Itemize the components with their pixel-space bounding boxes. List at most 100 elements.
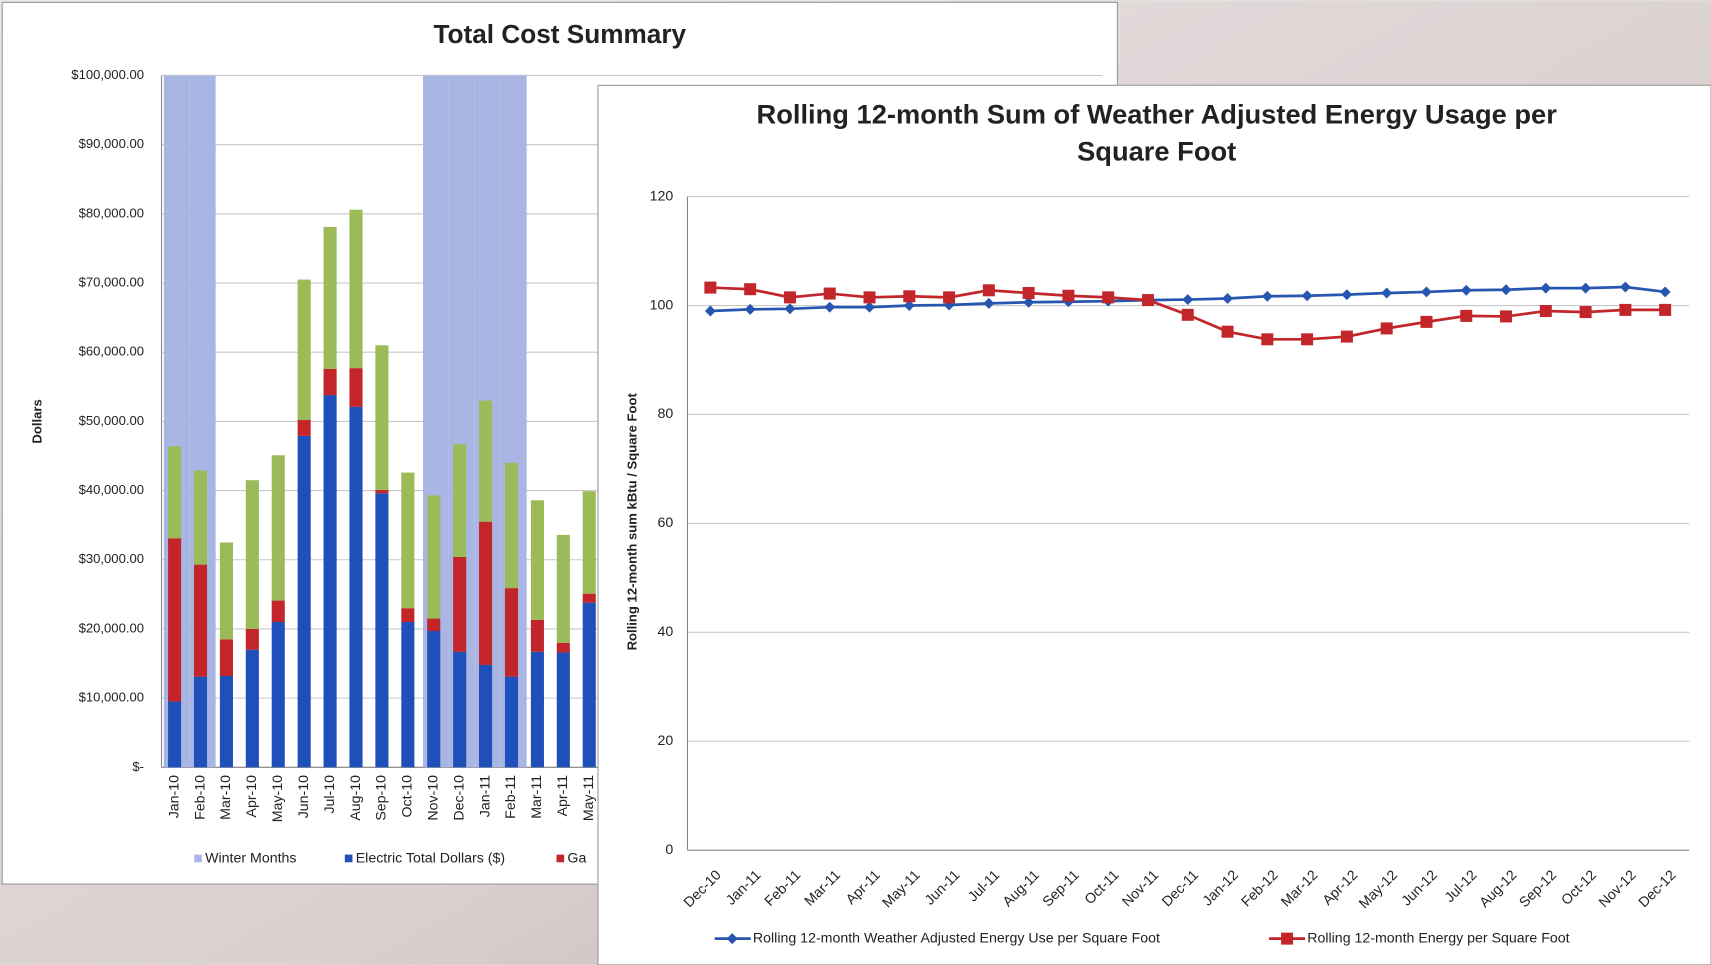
x-tick-label: May-10 (270, 775, 286, 822)
legend-label: Winter Months (205, 851, 296, 867)
marker (1460, 309, 1473, 322)
marker (1221, 325, 1234, 338)
marker (1102, 291, 1115, 304)
marker (1341, 289, 1353, 301)
x-tick-label: Nov-10 (426, 775, 442, 821)
marker (1580, 282, 1592, 294)
marker (1579, 306, 1592, 319)
marker (1619, 281, 1631, 293)
bar-segment (427, 495, 441, 619)
marker (1301, 290, 1313, 302)
marker (1062, 289, 1075, 302)
marker (1182, 294, 1194, 306)
x-tick-label: Jul-10 (322, 775, 338, 814)
bar-segment (375, 493, 389, 768)
marker (823, 287, 836, 300)
usage-chart: Rolling 12-month Sum of Weather Adjusted… (597, 84, 1711, 965)
bar-segment (245, 649, 259, 768)
marker (1420, 315, 1433, 328)
marker (704, 281, 717, 294)
bar-segment (245, 480, 259, 629)
legend-label: Rolling 12-month Energy per Square Foot (1307, 930, 1569, 946)
x-tick-label: Mar-10 (218, 775, 234, 820)
y-tick-label: $10,000.00 (79, 690, 144, 705)
bar-segment (504, 676, 519, 768)
bar-segment (245, 628, 259, 650)
bar-segment (193, 564, 208, 677)
x-tick-label: Aug-10 (348, 775, 364, 821)
bar-segment (168, 538, 182, 702)
marker (1222, 293, 1234, 304)
x-tick-label: Mar-11 (529, 775, 545, 819)
bar-segment (349, 209, 363, 369)
marker (903, 290, 916, 303)
bar-segment (453, 651, 467, 768)
marker (1421, 286, 1432, 298)
y-tick-label: 0 (665, 842, 673, 858)
legend-label: Electric Total Dollars ($) (356, 851, 505, 867)
x-tick-label: Sep-10 (374, 775, 390, 821)
bar-segment (453, 556, 467, 652)
bar-segment (401, 472, 415, 609)
x-tick-label: Feb-10 (192, 775, 208, 820)
bar-segment (323, 226, 337, 369)
x-tick-label: May-11 (581, 775, 597, 821)
y-tick-label: $70,000.00 (79, 274, 144, 289)
marker (1539, 304, 1552, 317)
bar-segment (323, 395, 337, 768)
bar-segment (427, 618, 441, 632)
y-tick-label: 80 (658, 406, 674, 422)
marker (1022, 287, 1035, 300)
marker (863, 291, 876, 304)
bar-segment (349, 406, 363, 768)
marker (783, 291, 796, 304)
x-tick-label: Apr-10 (244, 775, 260, 818)
y-tick-label: $40,000.00 (79, 482, 144, 497)
legend-marker (726, 933, 738, 945)
bar-segment (219, 639, 233, 676)
x-tick-label: Feb-11 (503, 775, 519, 819)
y-tick-label: $30,000.00 (79, 551, 144, 566)
bar-segment (504, 588, 519, 677)
legend-label: Rolling 12-month Weather Adjusted Energy… (753, 930, 1160, 946)
marker (1460, 284, 1472, 296)
bar-segment (479, 521, 493, 665)
bar-segment (297, 279, 311, 421)
marker (1301, 333, 1314, 346)
bar-segment (168, 701, 182, 768)
chart-frame (597, 84, 1711, 965)
bar-segment (375, 489, 389, 494)
bar-segment (453, 444, 467, 557)
y-tick-label: 20 (658, 733, 674, 749)
bar-segment (349, 368, 363, 407)
bar-segment (401, 622, 415, 768)
bar-segment (582, 602, 596, 768)
bar-segment (271, 600, 285, 623)
bar-segment (297, 435, 311, 768)
y-tick-label: 120 (650, 188, 674, 204)
y-tick-label: 100 (650, 297, 674, 313)
bar-segment (556, 642, 570, 653)
y-axis-label: Dollars (30, 399, 45, 443)
legend-swatch (556, 854, 565, 863)
y-tick-label: 60 (658, 515, 674, 531)
bar-segment (193, 676, 208, 768)
marker (1619, 303, 1632, 316)
bar-segment (375, 345, 389, 490)
marker (1540, 282, 1552, 294)
bar-segment (193, 470, 208, 565)
marker (1141, 294, 1154, 307)
marker (1261, 333, 1274, 346)
y-tick-label: $- (132, 759, 144, 774)
marker (1261, 290, 1273, 302)
y-tick-label: $50,000.00 (79, 413, 144, 428)
legend-marker (1281, 932, 1294, 945)
bar-segment (556, 534, 570, 643)
bar-segment (479, 400, 493, 522)
y-tick-label: $60,000.00 (79, 344, 144, 359)
x-tick-label: Jun-10 (296, 775, 312, 818)
bar-segment (219, 542, 233, 640)
marker (824, 301, 836, 313)
bar-segment (427, 631, 441, 768)
y-tick-label: $20,000.00 (79, 620, 144, 635)
